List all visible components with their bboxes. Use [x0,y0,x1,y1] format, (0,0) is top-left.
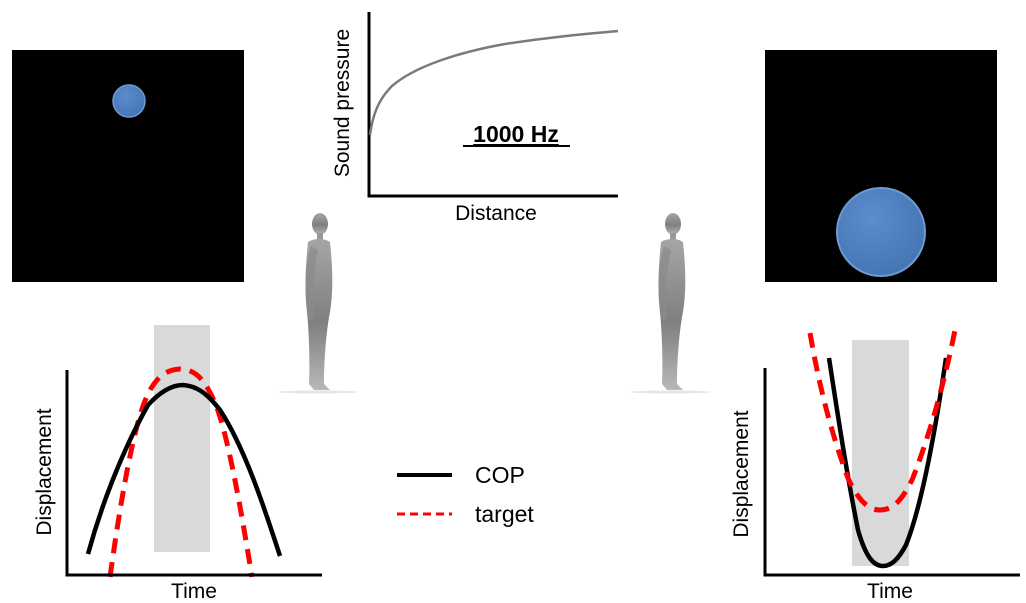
pressure-chart-axes [367,12,618,198]
right-cop-curve [826,357,949,569]
standing-person-icon [631,213,711,394]
standing-person-icon [278,213,358,394]
left-cop-curve [85,382,283,557]
right-highlight-band [852,340,909,566]
left-display-screen [12,50,244,282]
frequency-label: 1000 Hz [473,121,559,147]
legend: COP target [397,462,534,527]
pressure-chart-xlabel: Distance [455,202,537,225]
right-display-screen [765,50,997,282]
sound-pressure-chart: Sound pressure Distance 1000 Hz [331,12,619,225]
left-plot-ylabel: Displacement [33,408,56,535]
left-target-curve [107,366,255,578]
right-plot-ylabel: Displacement [730,410,753,537]
pressure-decay-curve [368,29,619,136]
legend-cop-label: COP [475,462,525,488]
right-plot-axes [763,368,1020,577]
legend-target-label: target [475,501,534,527]
right-target-curve [807,329,958,513]
left-displacement-plot: Displacement Time [33,325,322,603]
left-plot-axes [65,370,322,577]
pressure-chart-ylabel: Sound pressure [331,29,354,177]
left-highlight-band [154,325,210,552]
small-target-circle [112,84,146,118]
left-plot-xlabel: Time [171,580,217,603]
large-target-circle [836,187,926,277]
right-plot-xlabel: Time [867,580,913,603]
right-displacement-plot: Displacement Time [730,329,1020,603]
